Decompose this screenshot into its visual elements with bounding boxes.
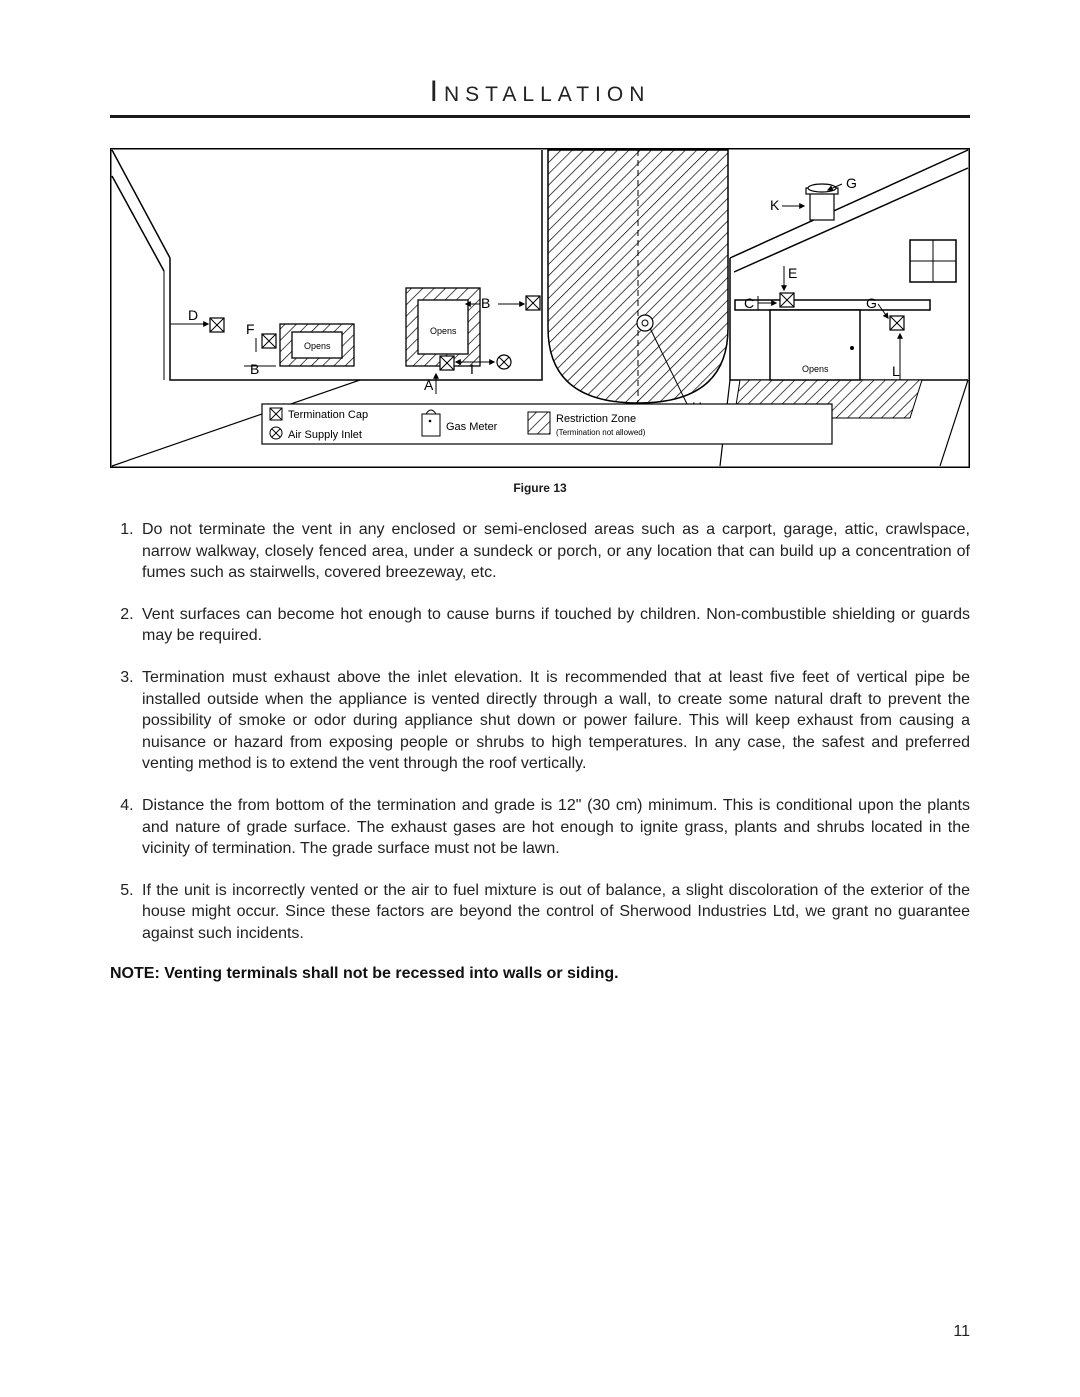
label-l: L (892, 363, 900, 379)
note-item: Do not terminate the vent in any enclose… (138, 519, 970, 584)
legend-air-inlet: Air Supply Inlet (288, 429, 362, 441)
note-item: Termination must exhaust above the inlet… (138, 667, 970, 775)
label-f: F (246, 321, 255, 337)
label-e: E (788, 265, 797, 281)
note-item: Vent surfaces can become hot enough to c… (138, 604, 970, 647)
cap-ec (780, 293, 794, 307)
page-number: 11 (953, 1323, 970, 1341)
title-rule (110, 115, 970, 118)
bold-note: NOTE: Venting terminals shall not be rec… (110, 965, 970, 983)
label-d: D (188, 307, 198, 323)
note-item: If the unit is incorrectly vented or the… (138, 880, 970, 945)
legend-gas-meter: Gas Meter (446, 421, 498, 433)
label-g2: G (866, 295, 877, 311)
label-b1: B (250, 361, 259, 377)
page-title: Installation (110, 75, 970, 109)
note-item: Distance the from bottom of the terminat… (138, 795, 970, 860)
legend-restriction: Restriction Zone (556, 413, 636, 425)
label-opens-win1: Opens (430, 326, 457, 336)
label-b2: B (481, 295, 490, 311)
cap-f (262, 334, 276, 348)
label-c: C (744, 295, 754, 311)
label-i: I (470, 361, 474, 377)
cap-b-top (526, 296, 540, 310)
label-a: A (424, 377, 434, 393)
figure-13: Opens Opens Opens (110, 148, 970, 473)
figure-caption: Figure 13 (110, 481, 970, 495)
legend-termination-cap: Termination Cap (288, 409, 368, 421)
label-k: K (770, 197, 780, 213)
figure-13-svg: Opens Opens Opens (110, 148, 970, 468)
cap-d (210, 318, 224, 332)
notes-list: Do not terminate the vent in any enclose… (110, 519, 970, 945)
legend-restriction-sub: (Termination not allowed) (556, 428, 646, 437)
label-opens-door: Opens (802, 364, 829, 374)
label-g1: G (846, 175, 857, 191)
label-opens-win2: Opens (304, 341, 331, 351)
cap-gl (890, 316, 904, 330)
document-page: Installation (0, 0, 1080, 1397)
air-inlet (497, 355, 511, 369)
cap-ai (440, 356, 454, 370)
